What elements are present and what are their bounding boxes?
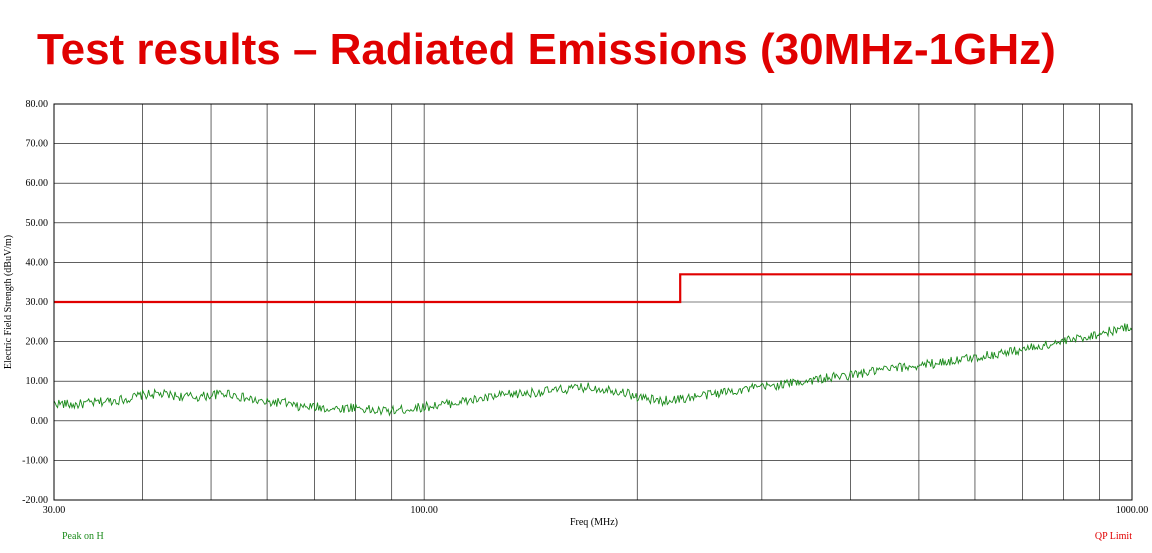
peak-on-h-trace [53,323,1133,417]
y-tick-label: 20.00 [26,337,49,348]
y-tick-label: 40.00 [26,257,49,268]
y-tick-label: 10.00 [26,376,49,387]
y-tick-label: 30.00 [26,297,49,308]
plot-frame [53,103,1133,501]
slide-title: Test results – Radiated Emissions (30MHz… [37,25,1056,74]
y-tick-label: 60.00 [26,178,49,189]
x-tick-label: 30.00 [43,505,66,516]
y-tick-label: -20.00 [22,495,48,506]
x-tick-label: 100.00 [410,505,438,516]
y-tick-label: 50.00 [26,218,49,229]
x-axis-title: Freq (MHz) [570,517,618,528]
legend-peak-on-h: Peak on H [62,531,104,542]
y-axis-title: Electric Field Strength (dBuV/m) [3,235,14,369]
y-tick-label: 80.00 [26,99,49,110]
y-tick-label: 70.00 [26,139,49,150]
qp-limit-line [54,273,1132,304]
series-layer [53,273,1133,417]
y-tick-label: -10.00 [22,455,48,466]
x-tick-label: 1000.00 [1116,505,1149,516]
x-tick-labels: 30.00 100.00 1000.00 [43,505,1149,516]
y-tick-label: 0.00 [31,416,49,427]
legend-qp-limit: QP Limit [1095,531,1132,542]
y-tick-labels: -20.00 -10.00 0.00 10.00 20.00 30.00 40.00 50.0… [22,99,48,506]
